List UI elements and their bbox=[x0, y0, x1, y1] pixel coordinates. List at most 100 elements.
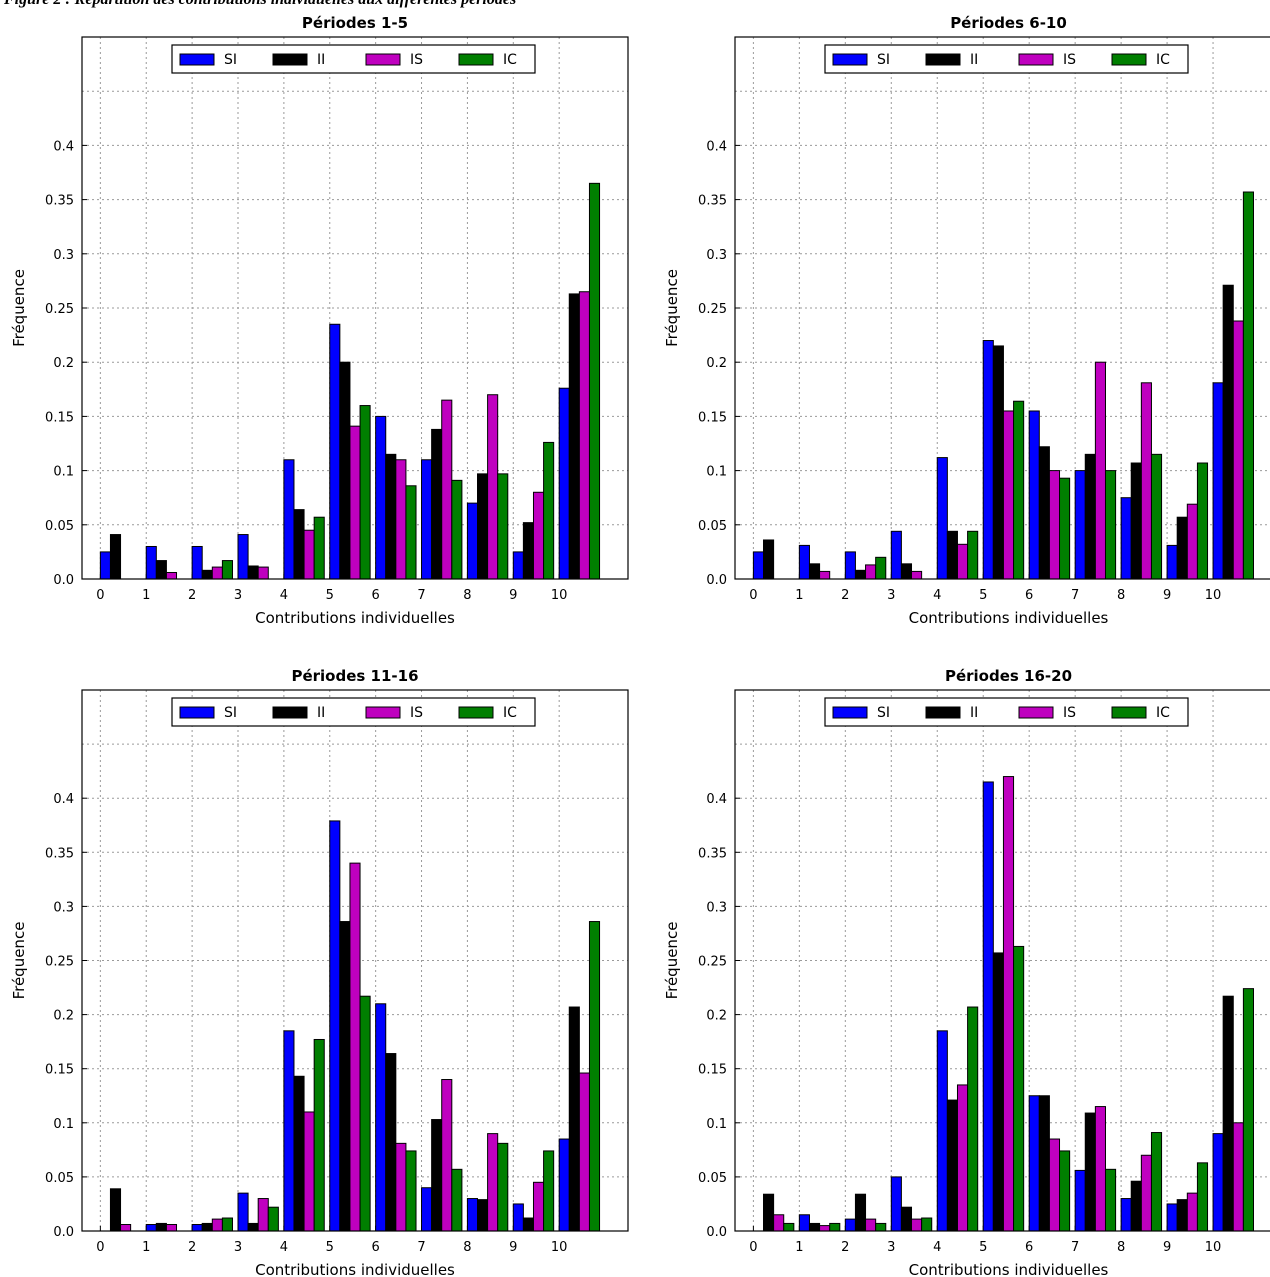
legend-label: II bbox=[970, 705, 978, 721]
x-tick-label: 5 bbox=[979, 588, 987, 603]
bar-is bbox=[1186, 1192, 1198, 1232]
bar-ii bbox=[247, 565, 259, 580]
x-tick-label: 2 bbox=[841, 1240, 849, 1255]
bar-ii bbox=[522, 522, 534, 580]
bar-is bbox=[120, 1224, 132, 1232]
x-tick-label: 2 bbox=[188, 1240, 196, 1255]
bar-si bbox=[798, 544, 810, 580]
bar-ii bbox=[1176, 516, 1188, 580]
bar-ic bbox=[313, 516, 325, 580]
bar-si bbox=[844, 1218, 856, 1232]
bar-is bbox=[956, 543, 969, 580]
bar-si bbox=[982, 781, 994, 1232]
bar-si bbox=[752, 551, 764, 580]
legend-label: IC bbox=[1156, 52, 1170, 68]
legend: SI II IS IC bbox=[824, 44, 1189, 74]
legend-label: II bbox=[317, 705, 325, 721]
bar-si bbox=[558, 1138, 570, 1232]
legend-label: IC bbox=[503, 52, 517, 68]
y-axis-label: Fréquence bbox=[663, 922, 681, 1000]
x-tick-label: 10 bbox=[1205, 1240, 1222, 1255]
bar-si bbox=[283, 1030, 295, 1232]
x-axis-label: Contributions individuelles bbox=[255, 609, 455, 627]
bar-ic bbox=[1104, 1168, 1117, 1232]
bar-is bbox=[165, 571, 178, 580]
bar-is bbox=[441, 399, 453, 580]
bar-ii bbox=[1176, 1199, 1188, 1232]
y-tick-label: 0.15 bbox=[45, 410, 74, 425]
y-tick-label: 0.0 bbox=[706, 573, 727, 588]
bar-ic bbox=[967, 530, 979, 580]
y-tick-label: 0.3 bbox=[53, 248, 74, 263]
y-tick-label: 0.4 bbox=[706, 792, 727, 807]
y-tick-label: 0.4 bbox=[706, 139, 727, 154]
chart-panel: 0.0 0.05 0.1 0.15 0.2 0.25 0.3 0.35 0.4 0 1 2 3 4 5 6 7 8… bbox=[10, 14, 629, 627]
y-tick-label: 0.2 bbox=[53, 356, 74, 371]
bar-si bbox=[982, 340, 994, 580]
bar-si bbox=[1028, 410, 1040, 580]
bar-ic bbox=[1150, 453, 1163, 580]
bar-ii bbox=[900, 563, 913, 580]
bar-is bbox=[211, 566, 223, 580]
bar-ic bbox=[875, 556, 887, 580]
bar-is bbox=[1140, 382, 1152, 580]
bar-is bbox=[819, 570, 831, 580]
y-axis-label: Fréquence bbox=[10, 922, 28, 1000]
legend-swatch-is bbox=[365, 706, 401, 719]
y-tick-label: 0.25 bbox=[698, 302, 727, 317]
bar-ii bbox=[568, 293, 580, 580]
legend-label: II bbox=[970, 52, 978, 68]
y-tick-label: 0.35 bbox=[698, 846, 727, 861]
plot-frame bbox=[81, 689, 629, 1232]
legend-swatch-is bbox=[365, 53, 401, 66]
legend-swatch-ic bbox=[458, 706, 494, 719]
x-tick-label: 1 bbox=[795, 1240, 803, 1255]
bar-si bbox=[1166, 1203, 1178, 1232]
bar-ii bbox=[854, 1193, 867, 1232]
x-tick-label: 3 bbox=[234, 1240, 242, 1255]
x-tick-label: 10 bbox=[551, 588, 568, 603]
y-tick-label: 0.35 bbox=[698, 194, 727, 209]
legend-label: IS bbox=[410, 52, 423, 68]
bar-ic bbox=[359, 405, 371, 580]
bar-ii bbox=[1038, 446, 1050, 580]
bar-ic bbox=[588, 921, 601, 1232]
bar-si bbox=[375, 1003, 387, 1232]
bar-ii bbox=[155, 560, 167, 580]
y-tick-label: 0.4 bbox=[53, 139, 74, 154]
bar-is bbox=[303, 1111, 315, 1232]
bar-ii bbox=[1222, 284, 1234, 580]
bar-si bbox=[421, 459, 433, 580]
bar-ii bbox=[385, 1053, 397, 1232]
x-tick-label: 8 bbox=[463, 1240, 471, 1255]
x-tick-label: 3 bbox=[234, 588, 242, 603]
x-tick-label: 4 bbox=[933, 588, 941, 603]
bar-ic bbox=[875, 1222, 887, 1232]
x-tick-label: 8 bbox=[1117, 588, 1125, 603]
y-tick-label: 0.2 bbox=[706, 356, 727, 371]
bar-ii bbox=[946, 1099, 958, 1232]
y-tick-label: 0.25 bbox=[45, 302, 74, 317]
x-tick-label: 10 bbox=[1205, 588, 1222, 603]
bar-si bbox=[1212, 1133, 1224, 1232]
x-tick-label: 5 bbox=[979, 1240, 987, 1255]
x-tick-label: 1 bbox=[795, 588, 803, 603]
x-tick-label: 8 bbox=[463, 588, 471, 603]
bar-si bbox=[191, 1224, 203, 1232]
y-axis-label: Fréquence bbox=[663, 269, 681, 347]
legend-label: IC bbox=[503, 705, 517, 721]
x-tick-label: 0 bbox=[96, 588, 104, 603]
bar-is bbox=[441, 1079, 453, 1232]
bar-ii bbox=[522, 1217, 534, 1232]
bar-ii bbox=[201, 569, 213, 580]
y-tick-label: 0.3 bbox=[706, 900, 727, 915]
bar-is bbox=[1094, 1106, 1106, 1232]
bar-is bbox=[1002, 776, 1015, 1232]
bar-is bbox=[1048, 470, 1061, 580]
y-tick-label: 0.05 bbox=[698, 1171, 727, 1186]
y-tick-label: 0.0 bbox=[706, 1225, 727, 1240]
bar-is bbox=[1048, 1138, 1061, 1232]
legend-label: IS bbox=[410, 705, 423, 721]
bar-is bbox=[257, 566, 269, 580]
